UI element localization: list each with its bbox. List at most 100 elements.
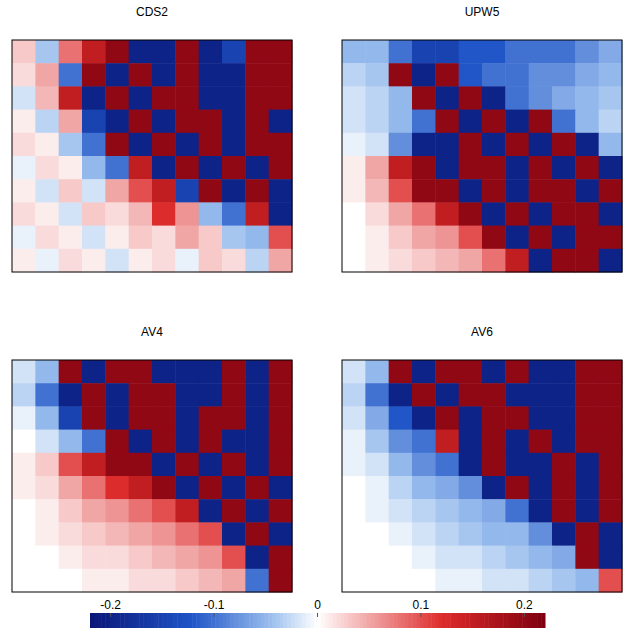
heat-cell bbox=[459, 360, 483, 384]
heat-cell bbox=[412, 430, 436, 454]
colorbar-swatch bbox=[139, 613, 143, 628]
heat-cell bbox=[12, 406, 36, 430]
colorbar-swatch bbox=[462, 613, 466, 628]
colorbar-tick bbox=[524, 613, 525, 617]
heat-cell bbox=[389, 133, 413, 157]
heat-cell bbox=[529, 476, 553, 500]
heat-cell bbox=[552, 453, 576, 477]
heat-cell bbox=[575, 86, 599, 110]
colorbar-swatch bbox=[541, 613, 545, 628]
heat-cell bbox=[199, 453, 223, 477]
heat-cell bbox=[129, 569, 153, 593]
heat-cell bbox=[222, 40, 246, 64]
heat-cell bbox=[505, 430, 529, 454]
heat-cell bbox=[269, 202, 293, 226]
colorbar-swatch bbox=[492, 613, 496, 628]
heat-cell bbox=[342, 499, 366, 523]
heat-cell bbox=[435, 156, 459, 180]
heat-cell bbox=[35, 226, 59, 250]
colorbar-tick bbox=[214, 613, 215, 617]
heat-cell bbox=[435, 476, 459, 500]
colorbar-swatch bbox=[154, 613, 158, 628]
heat-cell bbox=[599, 406, 623, 430]
heat-cell bbox=[342, 202, 366, 226]
heat-cell bbox=[599, 133, 623, 157]
panel-frame bbox=[12, 40, 292, 272]
heat-cell bbox=[599, 110, 623, 134]
heat-cell bbox=[389, 499, 413, 523]
heat-cell bbox=[245, 40, 269, 64]
colorbar-swatch bbox=[94, 613, 98, 628]
heat-cell bbox=[269, 499, 293, 523]
colorbar-swatch bbox=[177, 613, 181, 628]
heat-cell bbox=[599, 249, 623, 273]
heat-cell bbox=[175, 156, 199, 180]
heat-cell bbox=[59, 249, 83, 273]
colorbar-swatch bbox=[120, 613, 124, 628]
heat-cell bbox=[389, 226, 413, 250]
heat-cell bbox=[575, 156, 599, 180]
colorbar-swatch bbox=[412, 613, 416, 628]
heat-cell bbox=[199, 383, 223, 407]
heat-cell bbox=[245, 133, 269, 157]
heat-cell bbox=[365, 40, 389, 64]
panel-title: AV6 bbox=[471, 325, 493, 339]
heat-cell bbox=[505, 40, 529, 64]
heat-cell bbox=[105, 430, 129, 454]
heat-cell bbox=[105, 522, 129, 546]
colorbar-swatch bbox=[435, 613, 439, 628]
heat-cell bbox=[435, 202, 459, 226]
colorbar-swatch bbox=[230, 613, 234, 628]
heat-cell bbox=[105, 546, 129, 570]
heat-cell bbox=[482, 226, 506, 250]
heat-cell bbox=[222, 202, 246, 226]
heat-cell bbox=[599, 179, 623, 203]
heat-cell bbox=[552, 110, 576, 134]
colorbar-swatch bbox=[321, 613, 325, 628]
heat-cell bbox=[365, 522, 389, 546]
heat-cell bbox=[459, 179, 483, 203]
heat-cell bbox=[129, 156, 153, 180]
heat-cell bbox=[529, 430, 553, 454]
colorbar-swatch bbox=[227, 613, 231, 628]
colorbar-swatch bbox=[522, 613, 526, 628]
heat-cell bbox=[412, 179, 436, 203]
heat-cell bbox=[599, 360, 623, 384]
heat-cell bbox=[529, 569, 553, 593]
heat-cell bbox=[365, 156, 389, 180]
heat-cell bbox=[389, 249, 413, 273]
heat-cell bbox=[59, 40, 83, 64]
heat-cell bbox=[529, 202, 553, 226]
heat-cell bbox=[35, 546, 59, 570]
colorbar-swatch bbox=[105, 613, 109, 628]
heat-cell bbox=[365, 453, 389, 477]
heat-cell bbox=[12, 40, 36, 64]
heat-cell bbox=[152, 522, 176, 546]
colorbar-swatch bbox=[416, 613, 420, 628]
heat-cell bbox=[222, 430, 246, 454]
heat-cell bbox=[105, 499, 129, 523]
heat-cell bbox=[105, 360, 129, 384]
heat-cell bbox=[412, 86, 436, 110]
heat-cell bbox=[12, 63, 36, 87]
heat-cell bbox=[552, 406, 576, 430]
heat-cell bbox=[199, 569, 223, 593]
heat-cell bbox=[199, 249, 223, 273]
heat-cell bbox=[435, 63, 459, 87]
heat-cell bbox=[245, 202, 269, 226]
heat-cell bbox=[505, 522, 529, 546]
heat-cell bbox=[529, 179, 553, 203]
heat-cell bbox=[412, 110, 436, 134]
colorbar-swatch bbox=[219, 613, 223, 628]
heat-cell bbox=[575, 63, 599, 87]
heat-cell bbox=[199, 40, 223, 64]
heat-cell bbox=[459, 546, 483, 570]
colorbar: -0.2-0.100.10.2 bbox=[90, 598, 546, 628]
colorbar-swatch bbox=[481, 613, 485, 628]
heat-cell bbox=[12, 110, 36, 134]
heat-cell bbox=[342, 453, 366, 477]
heat-cell bbox=[12, 133, 36, 157]
colorbar-swatch bbox=[329, 613, 333, 628]
heat-cell bbox=[175, 63, 199, 87]
heat-cell bbox=[175, 179, 199, 203]
